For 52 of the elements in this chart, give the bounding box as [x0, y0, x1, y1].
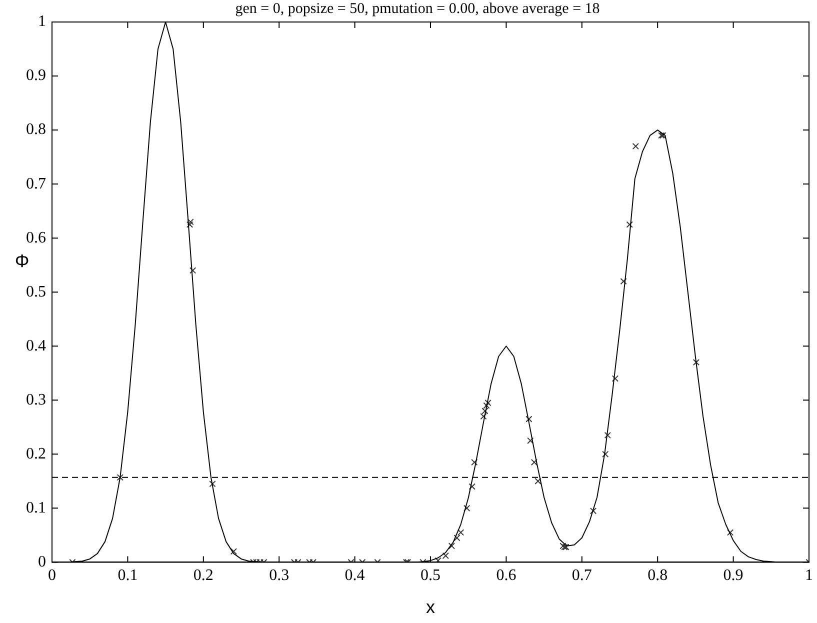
y-tick-label: 0.2 — [26, 445, 46, 462]
y-tick-label: 1 — [38, 13, 46, 30]
point — [187, 218, 194, 226]
point — [534, 478, 542, 484]
point — [186, 221, 194, 228]
point — [602, 450, 609, 458]
point — [484, 400, 492, 406]
y-tick-label: 0 — [38, 553, 46, 570]
point — [457, 529, 464, 536]
point — [527, 437, 534, 444]
point — [692, 359, 700, 366]
x-tick-label: 0.9 — [723, 567, 744, 584]
y-tick-label: 0.4 — [26, 337, 46, 354]
chart-title: gen = 0, popsize = 50, pmutation = 0.00, above average = 18 — [235, 0, 600, 17]
x-tick-label: 0.7 — [572, 567, 592, 584]
x-tick-label: 0.2 — [193, 567, 214, 584]
x-tick-label: 0.4 — [344, 567, 365, 584]
x-axis-title: x — [426, 597, 435, 618]
point — [209, 480, 216, 488]
point — [726, 529, 734, 536]
point — [530, 458, 538, 466]
point — [612, 375, 619, 382]
y-tick-label: 0.9 — [26, 67, 46, 84]
x-tick-label: 0.1 — [118, 567, 138, 584]
point — [590, 508, 597, 514]
point — [468, 483, 476, 490]
point — [116, 474, 124, 481]
point — [448, 542, 456, 550]
point — [626, 221, 633, 228]
y-axis-title: Φ — [14, 251, 30, 272]
y-tick-label: 0.5 — [26, 283, 46, 300]
point — [442, 552, 449, 560]
point — [189, 267, 196, 274]
y-tick-label: 0.3 — [26, 391, 46, 408]
x-tick-label: 0.8 — [648, 567, 668, 584]
point — [230, 548, 238, 555]
x-tick-label: 0.5 — [420, 567, 440, 584]
point — [471, 458, 478, 466]
point — [632, 142, 639, 150]
point — [454, 534, 460, 542]
x-tick-label: 1 — [805, 567, 813, 584]
point — [434, 557, 442, 562]
y-tick-label: 0.7 — [26, 175, 46, 192]
point — [526, 416, 532, 422]
x-tick-label: 0.6 — [496, 567, 516, 584]
point — [464, 504, 470, 512]
y-tick-label: 0.6 — [26, 229, 46, 246]
y-tick-label: 0.8 — [26, 121, 46, 138]
x-tick-label: 0.3 — [269, 567, 290, 584]
point — [620, 278, 627, 285]
point — [604, 432, 611, 439]
y-tick-label: 0.1 — [26, 499, 46, 516]
